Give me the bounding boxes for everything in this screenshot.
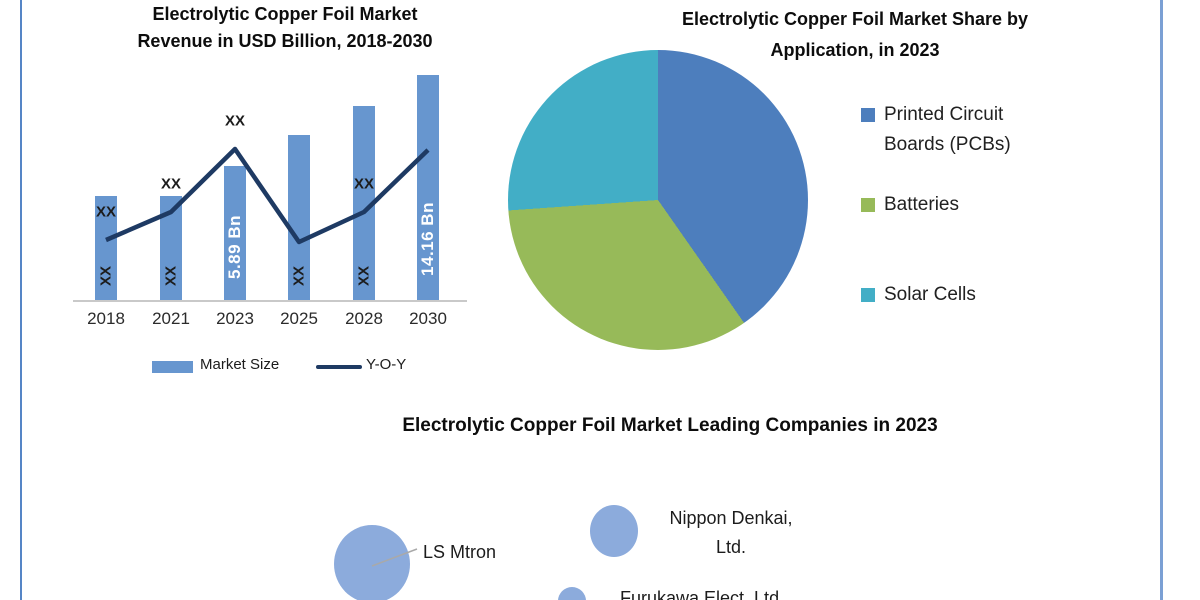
pcb-legend-swatch-icon [861, 108, 875, 122]
x-axis-label-2023: 2023 [216, 309, 254, 328]
bar-value-label-2018: XX [97, 265, 115, 287]
batteries-legend-label: Batteries [884, 194, 959, 215]
x-axis-line [73, 300, 467, 302]
legend-item-pcb: Printed Circuit Boards (PCBs) [861, 100, 1031, 160]
yoy-point-label-2018: XX [95, 203, 117, 221]
yoy-point-label-2023: XX [224, 112, 246, 130]
yoy-legend-label: Y-O-Y [366, 356, 407, 373]
x-axis-label-2018: 2018 [87, 309, 125, 328]
bar-value-label-2021: XX [162, 265, 180, 287]
market-size-legend-label: Market Size [200, 356, 280, 373]
legend-item-batteries: Batteries [861, 190, 1046, 220]
batteries-legend-swatch-icon [861, 198, 875, 212]
right-border-line [1160, 0, 1163, 600]
x-axis-label-2025: 2025 [280, 309, 318, 328]
legend-item-solar-cells: Solar Cells [861, 280, 1046, 310]
revenue-chart-title: Electrolytic Copper Foil Market Revenue … [137, 4, 433, 51]
application-share-title: Electrolytic Copper Foil Market Share by… [681, 9, 1029, 60]
bar-value-label-2025: XX [290, 265, 308, 287]
revenue-chart-plot: 2018 2021 2023 2025 2028 2030 XX XX XX XX 5.89 Bn X… [0, 0, 480, 400]
nippon-denkai-bubble [590, 505, 638, 557]
nippon-denkai-label: Nippon Denkai, Ltd. [669, 508, 793, 557]
yoy-point-label-2021: XX [160, 175, 182, 193]
furukawa-bubble [558, 587, 586, 600]
bar-value-label-2023: 5.89 Bn [225, 215, 244, 279]
furukawa-label: Furukawa Elect. Ltd. [620, 588, 785, 600]
yoy-point-label-2028: XX [353, 175, 375, 193]
solar-cells-legend-swatch-icon [861, 288, 875, 302]
application-share-pie-chart [508, 50, 808, 350]
solar-cells-legend-label: Solar Cells [884, 284, 976, 305]
bar-value-label-2028: XX [355, 265, 373, 287]
yoy-legend-line-icon [316, 365, 362, 369]
ls-mtron-label: LS Mtron [423, 542, 497, 562]
x-axis-label-2021: 2021 [152, 309, 190, 328]
market-size-legend-swatch-icon [152, 361, 193, 373]
bar-value-label-2030: 14.16 Bn [418, 202, 437, 276]
pcb-legend-label: Printed Circuit Boards (PCBs) [884, 104, 1011, 155]
left-border-line [20, 0, 22, 600]
x-axis-label-2030: 2030 [409, 309, 447, 328]
ls-mtron-bubble [334, 525, 410, 600]
leading-companies-title: Electrolytic Copper Foil Market Leading … [402, 415, 938, 436]
x-axis-label-2028: 2028 [345, 309, 383, 328]
